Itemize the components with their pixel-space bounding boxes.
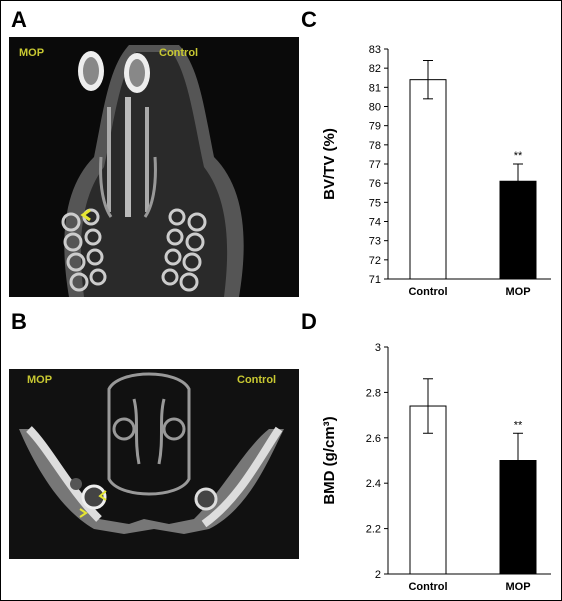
y-tick-label: 2 — [375, 569, 381, 581]
y-tick-label: 75 — [369, 197, 381, 209]
y-axis-label: BMD (g/cm³) — [321, 416, 338, 504]
y-axis-label: BV/TV (%) — [321, 128, 338, 200]
y-tick-label: 78 — [369, 140, 381, 152]
x-tick-label: MOP — [505, 286, 530, 298]
label-control-b: Control — [237, 374, 277, 386]
y-tick-label: 3 — [375, 342, 381, 354]
ct-axial-drawing — [9, 369, 299, 559]
panel-letter-c: C — [301, 7, 317, 32]
y-tick-label: 74 — [369, 217, 381, 229]
y-tick-label: 2.4 — [366, 478, 381, 490]
bar-control — [409, 405, 447, 575]
x-tick-label: Control — [408, 286, 447, 298]
label-control-a: Control — [159, 47, 199, 59]
arrowhead-marker — [98, 490, 107, 501]
x-tick-label: MOP — [505, 581, 530, 593]
y-tick-label: 73 — [369, 236, 381, 248]
significance-marker: ** — [514, 150, 523, 162]
arrowhead-marker — [80, 208, 91, 222]
label-mop-a: MOP — [19, 47, 45, 59]
ct-coronal-drawing — [9, 37, 299, 297]
y-tick-label: 2.2 — [366, 524, 381, 536]
y-tick-label: 83 — [369, 44, 381, 56]
panel-letter-d: D — [301, 309, 317, 334]
y-tick-label: 71 — [369, 274, 381, 286]
y-tick-label: 79 — [369, 121, 381, 133]
y-tick-label: 76 — [369, 178, 381, 190]
panel-letter-b: B — [11, 309, 27, 334]
y-tick-label: 81 — [369, 82, 381, 94]
ct-image-axial: MOP Control — [9, 369, 299, 559]
y-tick-label: 80 — [369, 102, 381, 114]
y-tick-label: 2.8 — [366, 387, 381, 399]
significance-marker: ** — [514, 419, 523, 431]
x-tick-label: Control — [408, 581, 447, 593]
panel-letter-a: A — [11, 7, 27, 32]
ct-image-coronal: MOP Control — [9, 37, 299, 297]
y-tick-label: 82 — [369, 63, 381, 75]
y-tick-label: 77 — [369, 159, 381, 171]
chart-bmd: 2 2.2 2.4 2.6 2.8 3 BMD (g/cm³) Control ** MOP — [321, 342, 551, 593]
label-mop-b: MOP — [27, 374, 53, 386]
y-tick-label: 2.6 — [366, 433, 381, 445]
chart-bvtv: 71 72 73 74 75 76 77 78 79 80 81 82 83 BV/TV (%) Contr… — [321, 44, 551, 298]
y-tick-label: 72 — [369, 255, 381, 267]
bar-control — [409, 79, 447, 280]
arrowhead-marker — [79, 508, 88, 518]
